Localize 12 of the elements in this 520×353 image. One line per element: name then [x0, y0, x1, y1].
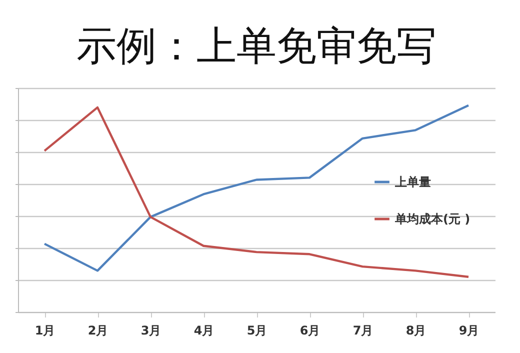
x-tick-label: 8月 [406, 324, 426, 338]
x-tick-label: 5月 [246, 324, 268, 338]
x-tick-label: 2月 [88, 324, 108, 338]
x-tick-label: 1月 [34, 324, 56, 338]
chart-title: 示例：上单免审免写 [76, 24, 436, 70]
legend-label: 单均成本(元 ) [394, 212, 470, 226]
x-tick-label: 9月 [458, 324, 480, 338]
x-tick-label: 6月 [300, 324, 320, 338]
x-tick-label: 3月 [140, 324, 162, 338]
legend-label: 上单量 [394, 175, 431, 189]
x-tick-label: 7月 [352, 324, 374, 338]
x-tick-label: 4月 [194, 324, 214, 338]
